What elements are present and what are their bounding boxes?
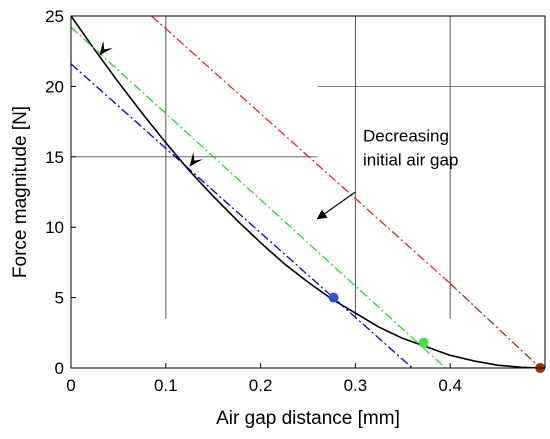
arrow-layer <box>99 40 203 167</box>
x-tick-label-0: 0 <box>66 376 75 395</box>
series-line-0 <box>71 16 541 368</box>
annotation-text-0-0: Decreasing <box>363 126 449 145</box>
y-tick-label-5: 25 <box>45 7 64 26</box>
x-tick-label-3: 0.3 <box>344 376 368 395</box>
x-tick-label-1: 0.1 <box>154 376 178 395</box>
annotation-layer: Decreasing initial air gap <box>316 126 458 220</box>
y-tick-label-1: 5 <box>55 289 64 308</box>
y-tick-label-3: 15 <box>45 148 64 167</box>
y-tick-label-4: 20 <box>45 77 64 96</box>
y-tick-label-2: 10 <box>45 218 64 237</box>
x-axis-label: Air gap distance [mm] <box>216 408 400 429</box>
reference-lines <box>71 16 545 319</box>
plot-area-frame <box>70 15 546 369</box>
y-tick-label-0: 0 <box>55 359 64 378</box>
equilibrium-marker-1 <box>418 337 429 348</box>
annotation-text-0-1: initial air gap <box>363 150 458 169</box>
series-line-1 <box>71 63 413 368</box>
series-line-3 <box>151 16 451 285</box>
tangent-point-arrow-0 <box>99 40 113 56</box>
equilibrium-marker-0 <box>328 292 339 303</box>
axis-ticks: 0 0.1 0.2 0.3 0.4 0 5 10 15 20 25 <box>45 7 462 395</box>
x-tick-label-2: 0.2 <box>249 376 273 395</box>
series-line-4 <box>449 283 541 368</box>
annotation-arrow-0 <box>316 191 356 220</box>
series-line-2 <box>71 26 446 368</box>
y-axis-label: Force magnitude [N] <box>10 106 31 278</box>
series-layer <box>71 16 541 368</box>
tangent-point-arrow-1 <box>189 151 203 167</box>
x-tick-label-4: 0.4 <box>438 376 462 395</box>
